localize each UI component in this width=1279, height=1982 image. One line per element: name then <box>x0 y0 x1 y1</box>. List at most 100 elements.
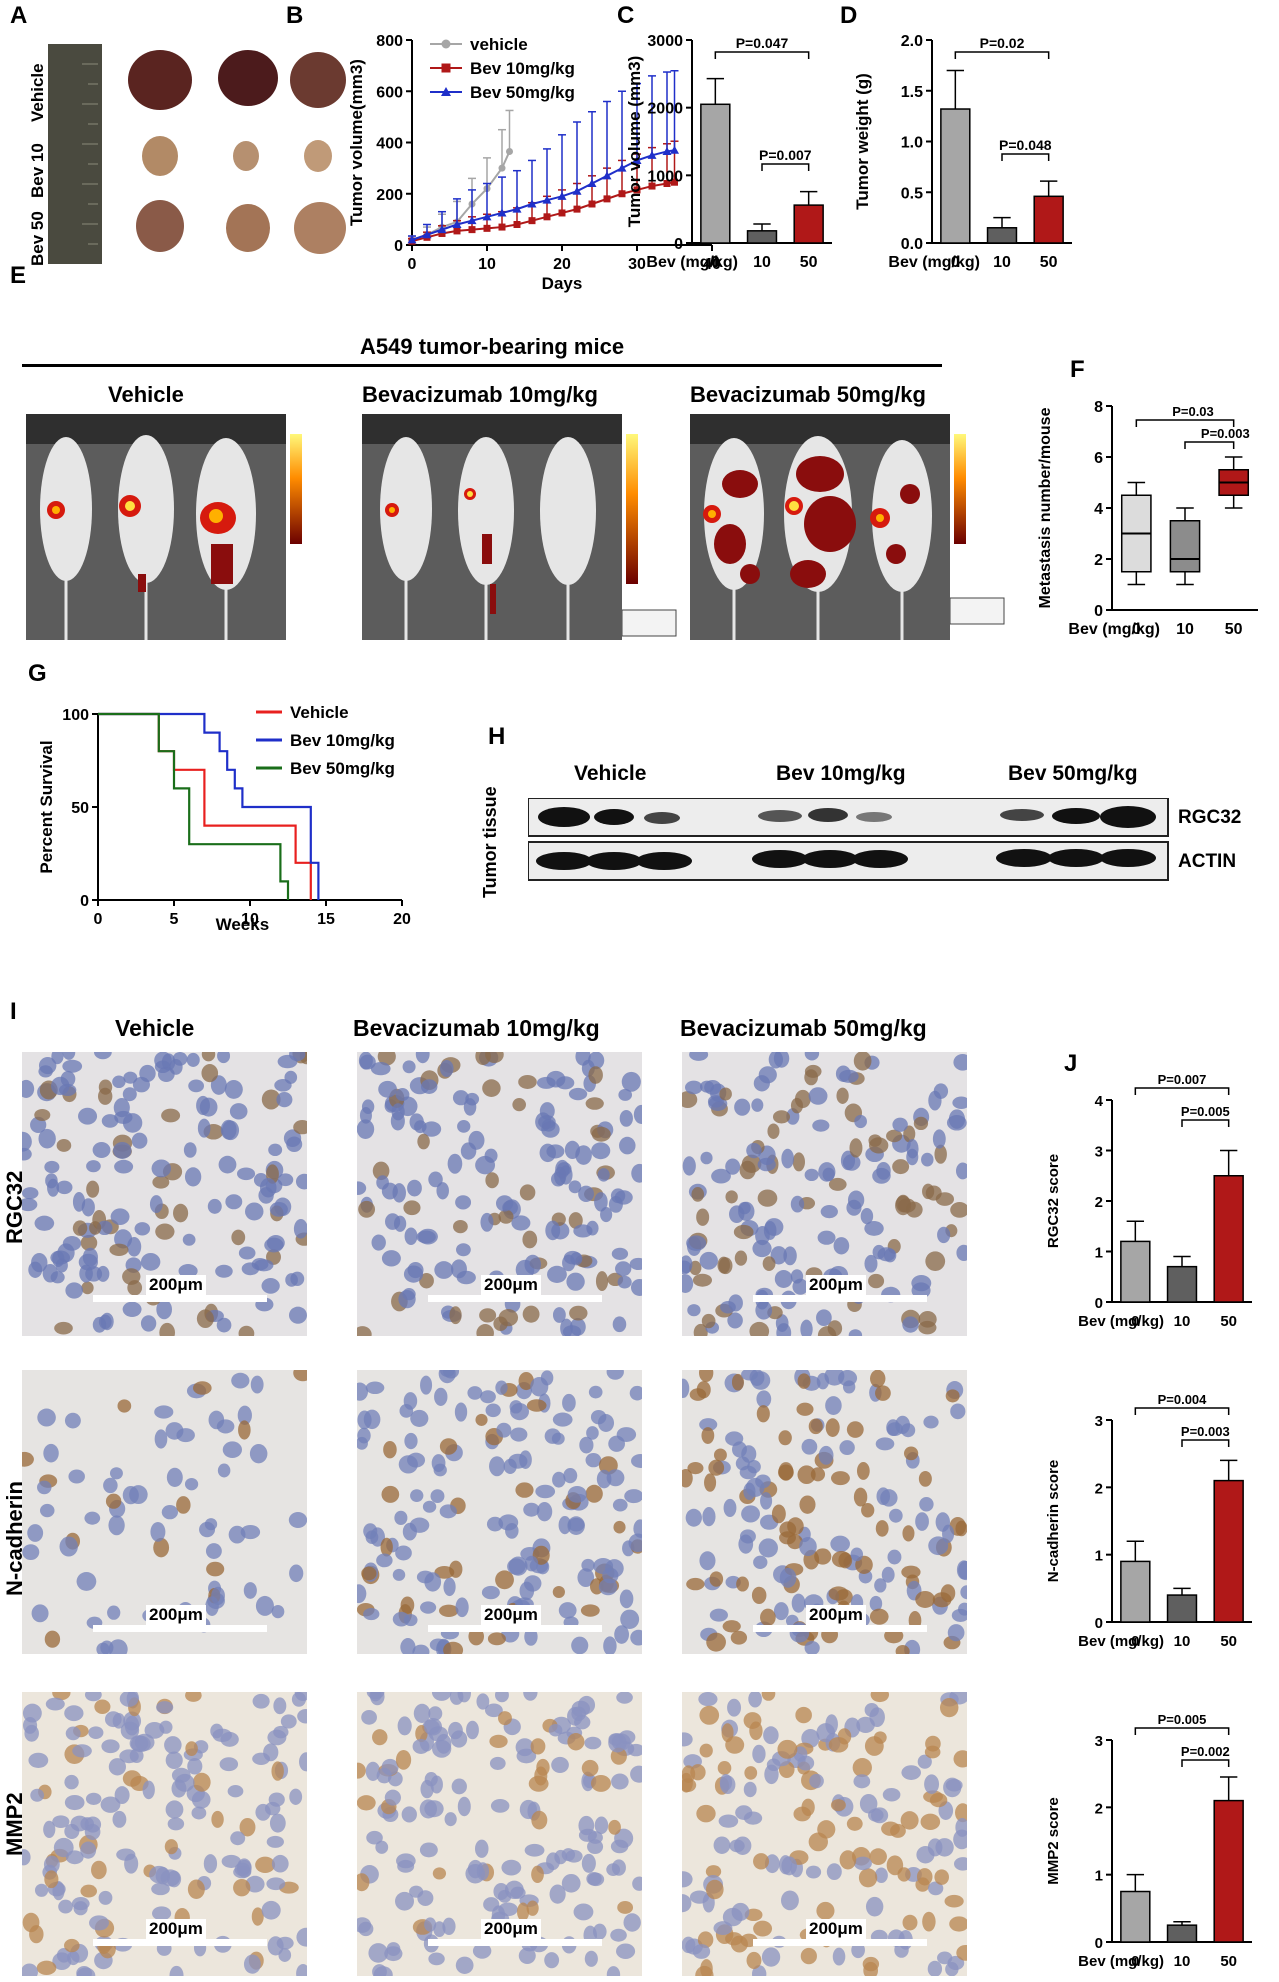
y-tick-label: 0 <box>1094 603 1103 620</box>
x-tick-label: 20 <box>553 256 571 273</box>
x-tick-label: 10 <box>1174 1953 1191 1970</box>
x-axis-label: Bev (mg/kg) <box>1078 1313 1164 1330</box>
y-tick-label: 400 <box>376 136 403 153</box>
data-point <box>557 191 567 200</box>
bar <box>1166 1924 1198 1943</box>
y-tick-label: 1.5 <box>901 84 923 101</box>
tumor-photo-panel: Vehicle Bev 10 Bev 50 <box>22 30 362 266</box>
ihc-column-title: Bevacizumab 50mg/kg <box>680 1015 927 1041</box>
y-tick-label: 0 <box>1095 1935 1103 1952</box>
ihc-image: 200μm <box>357 1370 642 1654</box>
p-value-label: P=0.02 <box>980 35 1025 51</box>
tumor <box>304 140 332 172</box>
y-tick-label: 0 <box>674 236 683 253</box>
color-scale-bar <box>622 434 677 637</box>
scale-bar <box>93 1939 267 1946</box>
panel-label-a: A <box>10 2 28 29</box>
survival-curve <box>98 712 290 900</box>
y-tick-label: 6 <box>1094 450 1103 467</box>
y-tick-label: 200 <box>376 187 403 204</box>
imaging-group-label: Vehicle <box>108 382 184 407</box>
y-tick-label: 0 <box>1095 1295 1103 1312</box>
panel-label-f: F <box>1070 356 1085 383</box>
data-point <box>513 221 521 228</box>
color-scale-bar <box>950 434 1005 625</box>
data-point <box>603 195 611 203</box>
x-tick-label: 0 <box>1131 1313 1139 1330</box>
mmp2-score-chart: 0 1 2 3 MMP2 score 0 10 50 Bev (mg/kg) P=0.005 P=0… <box>1045 1712 1252 1970</box>
survival-curve-chart: 0 50 100 Percent Survival 0 5 10 15 20 Weeks Vehic… <box>37 703 411 934</box>
y-tick-label: 0 <box>394 238 403 255</box>
data-point <box>467 216 477 225</box>
significance-bracket <box>1181 1759 1230 1767</box>
significance-bracket <box>1181 1119 1230 1127</box>
blot-image <box>528 798 1169 881</box>
x-tick-label: 20 <box>393 911 411 928</box>
scale-bar-label: 200μm <box>806 1275 866 1295</box>
bar <box>1120 1240 1151 1303</box>
panel-label-h: H <box>488 723 506 750</box>
x-axis-label: Bev (mg/kg) <box>646 254 738 271</box>
color-scale-bar <box>290 434 302 544</box>
panel-label-c: C <box>617 2 635 29</box>
ruler <box>48 44 102 264</box>
y-tick-label: 50 <box>71 800 89 817</box>
metastasis-box-chart: 0 2 4 6 8 Metastasis number/mouse 0 10 50 Bev (mg… <box>1037 399 1258 638</box>
y-tick-label: 3 <box>1095 1144 1103 1161</box>
ihc-image: 200μm <box>682 1052 967 1336</box>
series-2 <box>407 70 679 244</box>
bar <box>700 103 731 244</box>
data-point <box>542 195 552 204</box>
x-tick-label: 0 <box>1132 621 1141 638</box>
x-axis-label: Bev (mg/kg) <box>1078 1633 1164 1650</box>
scale-bar <box>428 1939 602 1946</box>
legend-label: Bev 10mg/kg <box>290 731 395 750</box>
significance-bracket <box>761 163 810 171</box>
scale-bar-label: 200μm <box>481 1605 541 1625</box>
row-label-vehicle: Vehicle <box>28 63 47 122</box>
data-point <box>483 224 491 232</box>
tumor <box>218 50 278 106</box>
scale-bar-label: 200μm <box>481 1919 541 1939</box>
tumor-volume-growth-chart: 0 200 400 600 800 Tumor volume(mm3) 0 10 20 30 40 D… <box>347 33 721 293</box>
y-tick-label: 2 <box>1095 1800 1103 1817</box>
significance-bracket <box>1134 1727 1230 1735</box>
data-point <box>602 171 612 180</box>
data-point <box>587 179 597 187</box>
panel-label-g: G <box>28 660 47 687</box>
scale-bar-label: 200μm <box>481 1275 541 1295</box>
row-label-bev10: Bev 10 <box>28 143 47 198</box>
scale-bar <box>753 1625 927 1632</box>
legend-label: Vehicle <box>290 703 349 722</box>
ihc-column-title: Bevacizumab 10mg/kg <box>353 1015 600 1041</box>
y-axis-label: Metastasis number/mouse <box>1037 407 1054 608</box>
y-tick-label: 4 <box>1094 501 1103 518</box>
y-tick-label: 2 <box>1095 1194 1103 1211</box>
scale-bar-label: 200μm <box>146 1275 206 1295</box>
y-tick-label: 4 <box>1095 1093 1104 1110</box>
p-value-label: P=0.004 <box>1158 1392 1208 1407</box>
tumor <box>290 52 346 108</box>
data-point <box>498 223 506 231</box>
y-tick-label: 2000 <box>647 101 683 118</box>
data-point <box>452 220 462 228</box>
data-point <box>671 178 678 186</box>
legend-marker <box>441 63 451 73</box>
y-tick-label: 1 <box>1095 1548 1103 1565</box>
ihc-image: 200μm <box>357 1692 642 1976</box>
scale-bar <box>753 1939 927 1946</box>
y-tick-label: 8 <box>1094 399 1103 416</box>
significance-bracket <box>1134 1087 1230 1095</box>
tumor-photo <box>48 44 358 264</box>
x-tick-label: 0 <box>1131 1633 1139 1650</box>
ihc-image: 200μm <box>22 1370 307 1654</box>
y-axis-label: Percent Survival <box>37 740 56 873</box>
y-tick-label: 0 <box>1095 1615 1103 1632</box>
bar <box>1120 1560 1151 1623</box>
survival-curve <box>98 712 320 900</box>
scale-bar <box>753 1295 927 1302</box>
ncadherin-score-chart: 0 1 2 3 N-cadherin score 0 10 50 Bev (mg/kg) P=0.… <box>1045 1392 1252 1650</box>
ihc-image: 200μm <box>357 1052 642 1336</box>
p-value-label: P=0.003 <box>1181 1424 1230 1439</box>
y-tick-label: 3000 <box>647 33 683 50</box>
